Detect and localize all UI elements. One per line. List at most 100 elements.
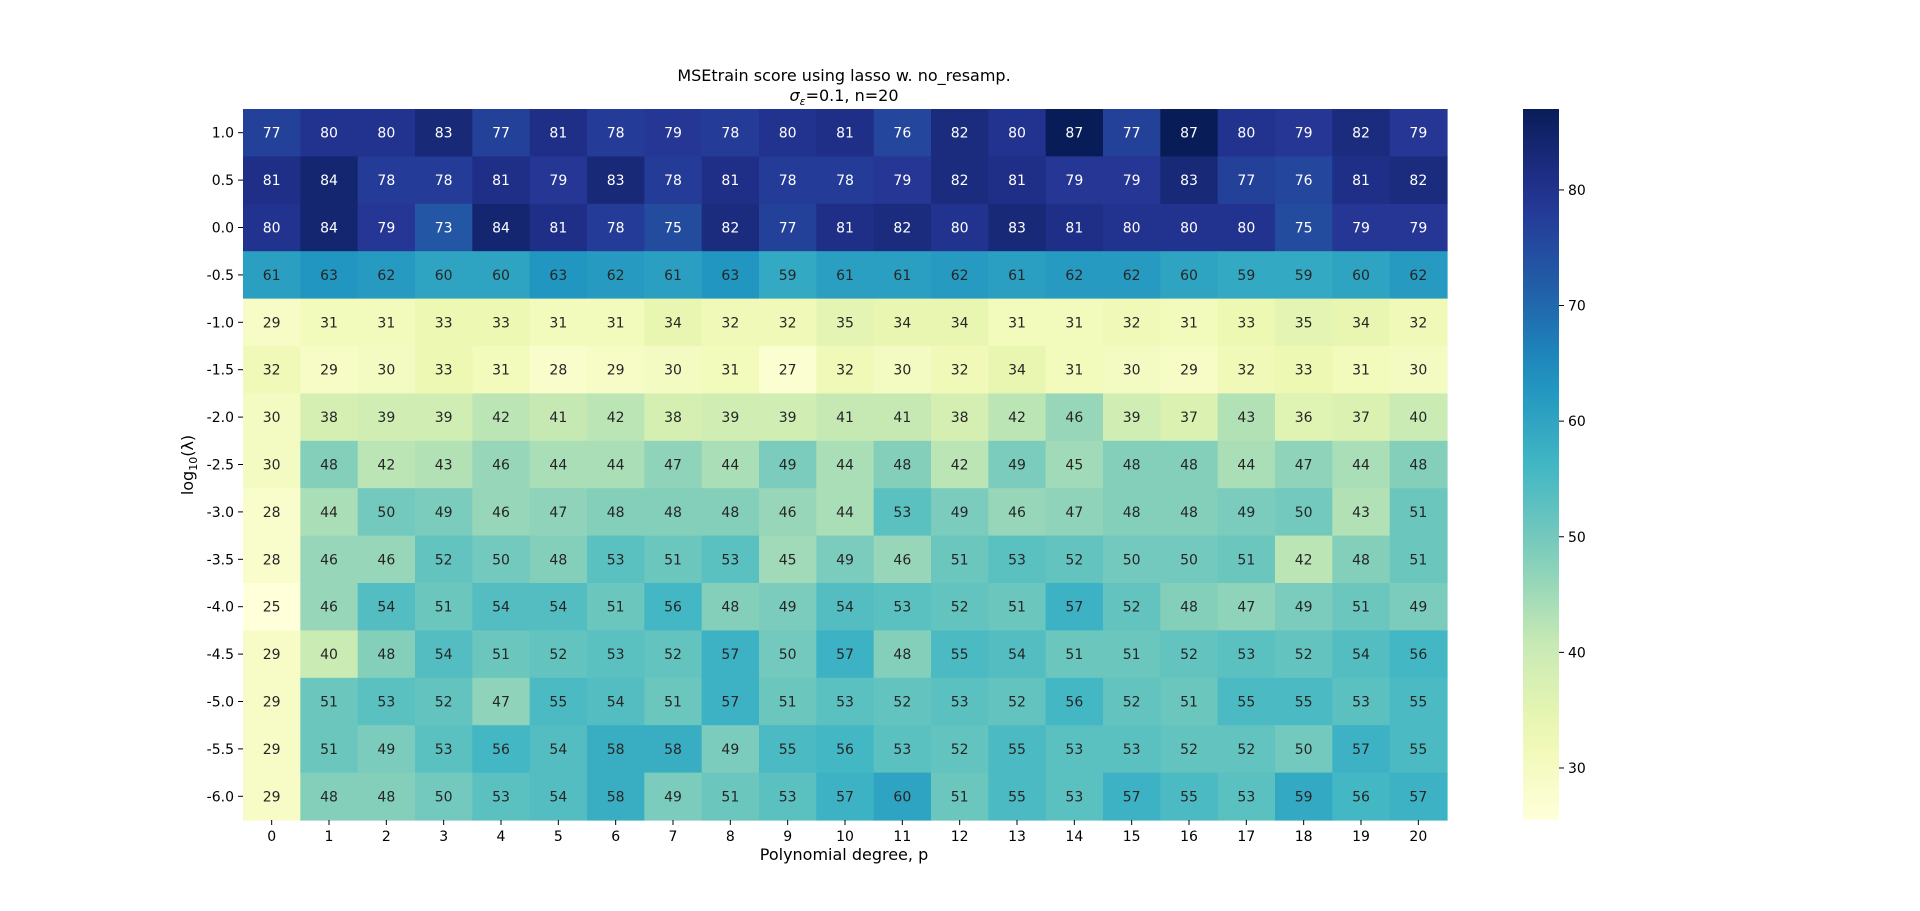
cell-value-label: 48 [664,505,682,521]
heatmap-cell [701,109,760,157]
cell-value-label: 32 [263,363,281,379]
x-axis: 0 1 2 3 4 5 6 7 8 9 10 11 12 13 14 15 16 17 18 19 20 [267,820,1427,845]
cell-value-label: 31 [492,363,510,379]
heatmap-cell [415,393,473,442]
heatmap-cell [1217,203,1276,252]
cell-value-label: 51 [1123,647,1141,663]
cell-value-label: 55 [1180,789,1198,805]
heatmap-cell [1160,535,1219,584]
heatmap-cell [1275,156,1333,205]
heatmap-cell [931,346,989,394]
title-epsilon: ε [800,95,806,108]
heatmap-cell [415,488,473,537]
heatmap-cell [1389,440,1448,489]
cell-value-label: 52 [1123,600,1141,616]
heatmap-cell [300,203,359,252]
cell-value-label: 50 [1180,552,1198,568]
heatmap-cell [931,630,989,679]
cell-value-label: 53 [1237,789,1255,805]
cell-value-label: 82 [951,126,969,142]
heatmap-cell [1045,298,1104,347]
heatmap-cell [1103,251,1161,300]
cell-value-label: 28 [263,552,281,568]
cell-value-label: 82 [951,173,969,189]
cell-value-label: 81 [549,126,567,142]
cell-value-label: 29 [263,742,281,758]
heatmap-cell [357,298,416,347]
heatmap-cell [1103,725,1161,774]
heatmap-cell [1045,346,1104,394]
heatmap-cell [1045,156,1104,205]
heatmap-cell [1332,772,1391,821]
heatmap-cell [357,109,416,157]
heatmap-cell [988,535,1047,584]
cell-value-label: 48 [1123,505,1141,521]
cell-value-label: 51 [320,742,338,758]
cell-value-label: 46 [320,600,338,616]
heatmap-cell [701,203,760,252]
heatmap-cell [357,725,416,774]
heatmap-cell [1217,677,1276,726]
title-params: =0.1, n=20 [806,86,899,105]
cell-value-label: 53 [492,789,510,805]
cell-value-label: 49 [1295,600,1313,616]
cell-value-label: 81 [1065,221,1083,237]
heatmap-cell [529,346,588,394]
heatmap-cell [529,109,588,157]
heatmap-cell [1160,677,1219,726]
heatmap-cell [300,677,359,726]
cell-value-label: 43 [1352,505,1370,521]
cell-value-label: 56 [1065,695,1083,711]
heatmap-cell [529,677,588,726]
x-tick-label: 14 [1065,829,1083,845]
heatmap-cell [816,677,875,726]
heatmap-cell [243,393,301,442]
cell-value-label: 50 [377,505,395,521]
cell-value-label: 46 [377,552,395,568]
heatmap-cell [243,109,301,157]
heatmap-cell [1389,725,1448,774]
heatmap-cell [701,440,760,489]
cell-value-label: 49 [779,458,797,474]
x-tick-label: 4 [497,829,506,845]
cell-value-label: 59 [1295,268,1313,284]
cell-value-label: 37 [1352,410,1370,426]
cell-value-label: 52 [435,552,453,568]
heatmap-cell [1332,488,1391,537]
cell-value-label: 44 [836,458,854,474]
heatmap-cell [873,109,932,157]
heatmap-cell [1217,488,1276,537]
heatmap-cell [1389,298,1448,347]
x-tick-label: 12 [951,829,969,845]
cell-value-label: 46 [893,552,911,568]
heatmap-cell [300,583,359,631]
cell-value-label: 84 [492,221,510,237]
heatmap-cell [243,772,301,821]
heatmap-cell [988,298,1047,347]
heatmap-cell [1217,156,1276,205]
x-tick-label: 15 [1123,829,1141,845]
heatmap-cell [1160,251,1219,300]
x-axis-label: Polynomial degree, p [760,845,928,864]
heatmap-cell [472,203,531,252]
cell-value-label: 80 [263,221,281,237]
cell-value-label: 55 [779,742,797,758]
cell-value-label: 83 [607,173,625,189]
heatmap-cell [873,251,932,300]
cell-value-label: 81 [836,221,854,237]
cell-value-label: 60 [1180,268,1198,284]
cell-value-label: 51 [492,647,510,663]
cell-value-label: 42 [607,410,625,426]
heatmap-cell [472,583,531,631]
heatmap-cell [759,393,817,442]
cell-value-label: 46 [492,505,510,521]
cell-value-label: 82 [893,221,911,237]
heatmap-cell [357,393,416,442]
heatmap-cell [1275,725,1333,774]
cell-value-label: 49 [951,505,969,521]
cell-value-label: 46 [1065,410,1083,426]
heatmap-cell [243,488,301,537]
heatmap-cell [988,677,1047,726]
y-tick-label: 1.0 [212,126,234,142]
cell-value-label: 42 [492,410,510,426]
